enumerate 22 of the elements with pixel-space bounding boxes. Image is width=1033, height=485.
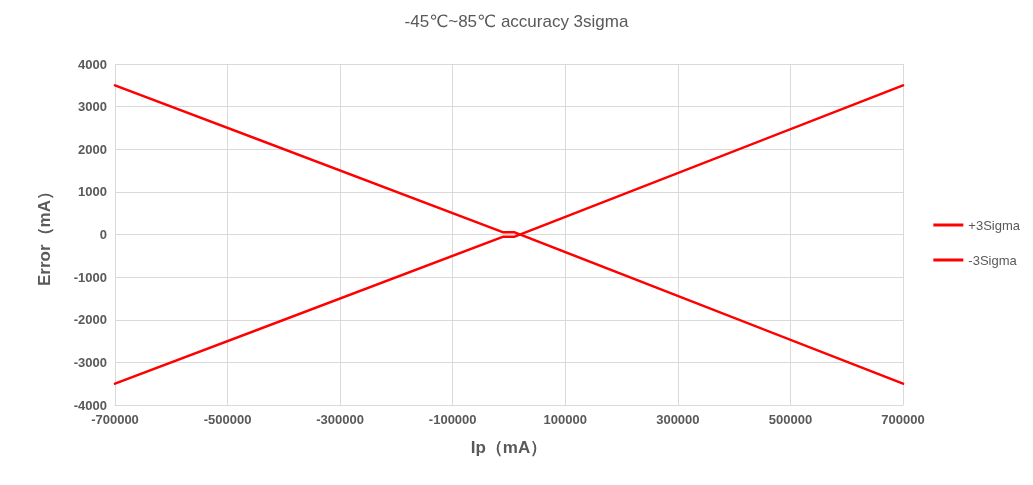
y-tick-label: 3000 xyxy=(78,99,107,115)
legend-label: -3Sigma xyxy=(968,252,1018,268)
x-tick-label: -100000 xyxy=(428,412,477,427)
x-tick-label: 300000 xyxy=(656,412,700,427)
y-tick-label: -2000 xyxy=(73,312,107,328)
x-tick-label: -300000 xyxy=(316,412,364,427)
y-tick-label: 2000 xyxy=(78,141,107,157)
y-tick-label: -4000 xyxy=(73,397,107,413)
x-tick-label: -700000 xyxy=(91,412,139,427)
y-tick-label: 0 xyxy=(99,227,107,242)
y-axis-title: Error（mA） xyxy=(35,183,54,286)
x-tick-label: -500000 xyxy=(203,412,252,427)
x-tick-label: 100000 xyxy=(543,412,587,427)
y-tick-label: 1000 xyxy=(78,184,107,200)
y-tick-label: -1000 xyxy=(73,269,107,285)
x-tick-label: 500000 xyxy=(768,412,813,427)
chart-title: -45℃~85℃ accuracy 3sigma xyxy=(404,12,629,31)
x-axis-title: Ip（mA） xyxy=(470,438,548,457)
y-tick-label: -3000 xyxy=(73,354,107,370)
y-tick-label: 4000 xyxy=(78,56,107,72)
legend-label: +3Sigma xyxy=(968,217,1021,233)
x-tick-label: 700000 xyxy=(881,412,925,427)
